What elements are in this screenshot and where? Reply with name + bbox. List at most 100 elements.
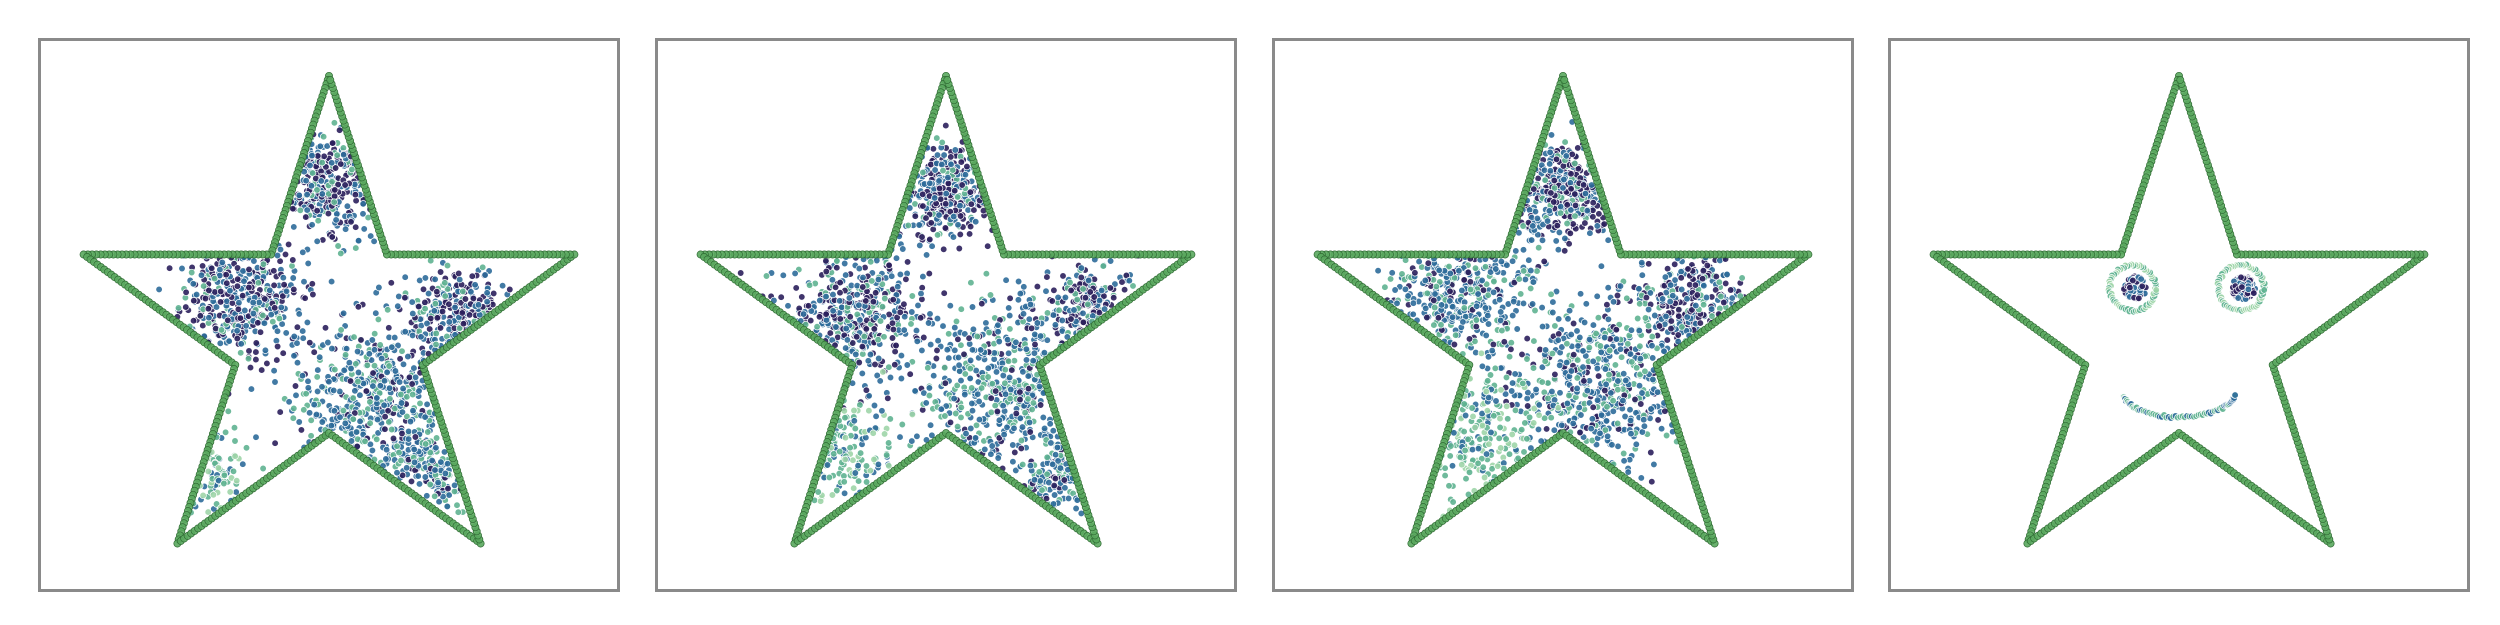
scatter-point (841, 479, 848, 486)
scatter-point (964, 163, 971, 170)
scatter-point (358, 337, 365, 344)
scatter-point (241, 278, 248, 285)
scatter-point (400, 361, 407, 368)
scatter-point (823, 311, 830, 318)
scatter-point (915, 302, 922, 309)
scatter-point (935, 337, 942, 344)
scatter-point (933, 355, 940, 362)
scatter-point (852, 470, 859, 477)
scatter-point (1029, 406, 1036, 413)
scatter-point (417, 400, 424, 407)
scatter-point (326, 378, 333, 385)
scatter-point (329, 179, 336, 186)
scatter-point (409, 299, 416, 306)
scatter-point (299, 372, 306, 379)
scatter-point (378, 355, 385, 362)
scatter-point (1547, 168, 1554, 175)
scatter-point (340, 407, 347, 414)
scatter-point (300, 335, 307, 342)
scatter-point (200, 492, 207, 499)
scatter-point (240, 268, 247, 275)
scatter-point (1037, 402, 1044, 409)
scatter-point (1050, 427, 1057, 434)
scatter-point (1040, 414, 1047, 421)
scatter-point (1002, 366, 1009, 373)
scatter-point (337, 388, 344, 395)
scatter-point (912, 213, 919, 220)
scatter-point (188, 269, 195, 276)
scatter-point (859, 343, 866, 350)
scatter-point (206, 314, 213, 321)
scatter-point (268, 311, 275, 318)
scatter-point (1009, 367, 1016, 374)
scatter-point (415, 303, 422, 310)
scatter-point (446, 301, 453, 308)
scatter-point (1526, 257, 1533, 264)
scatter-point (942, 380, 949, 387)
scatter-point (240, 461, 247, 468)
scatter-point (856, 359, 863, 366)
scatter-point (1121, 286, 1128, 293)
scatter-point (953, 318, 960, 325)
scatter-point (388, 426, 395, 433)
scatter-point (863, 326, 870, 333)
scatter-point (424, 401, 431, 408)
scatter-point (904, 259, 911, 266)
scatter-point (281, 281, 288, 288)
scatter-point (837, 316, 844, 323)
scatter-point (846, 295, 853, 302)
scatter-point (294, 340, 301, 347)
scatter-point (988, 451, 995, 458)
scatter-point (1027, 429, 1034, 436)
scatter-point (305, 385, 312, 392)
scatter-point (927, 422, 934, 429)
scatter-point (936, 212, 943, 219)
scatter-point (1080, 286, 1087, 293)
scatter-point (434, 288, 441, 295)
scatter-point (1562, 139, 1569, 146)
scatter-point (1023, 346, 1030, 353)
scatter-point (1055, 458, 1062, 465)
scatter-point (936, 185, 943, 192)
scatter-panel-3 (1272, 38, 1854, 592)
scatter-point (350, 395, 357, 402)
scatter-point (983, 270, 990, 277)
scatter-point (919, 347, 926, 354)
scatter-point (276, 315, 283, 322)
scatter-point (403, 465, 410, 472)
scatter-point (930, 372, 937, 379)
scatter-point (253, 356, 260, 363)
scatter-point (388, 280, 395, 287)
scatter-point (328, 278, 335, 285)
scatter-point (780, 272, 787, 279)
scatter-point (870, 430, 877, 437)
scatter-point (923, 215, 930, 222)
scatter-point (325, 210, 332, 217)
scatter-point (475, 302, 482, 309)
scatter-point (408, 478, 415, 485)
scatter-point (863, 387, 870, 394)
scatter-point (959, 182, 966, 189)
scatter-point (340, 310, 347, 317)
scatter-point (866, 407, 873, 414)
scatter-point (422, 414, 429, 421)
scatter-point (382, 413, 389, 420)
scatter-point (800, 311, 807, 318)
scatter-point (885, 395, 892, 402)
scatter-point (842, 345, 849, 352)
scatter-point (320, 133, 327, 140)
scatter-point (255, 280, 262, 287)
scatter-point (889, 335, 896, 342)
scatter-point (926, 385, 933, 392)
scatter-point (894, 283, 901, 290)
scatter-point (202, 295, 209, 302)
scatter-point (1098, 287, 1105, 294)
scatter-point (909, 293, 916, 300)
scatter-point (1562, 235, 1569, 242)
scatter-point (409, 332, 416, 339)
scatter-point (1051, 482, 1058, 489)
scatter-point (198, 272, 205, 279)
scatter-point (985, 374, 992, 381)
scatter-point (238, 341, 245, 348)
scatter-point (877, 318, 884, 325)
